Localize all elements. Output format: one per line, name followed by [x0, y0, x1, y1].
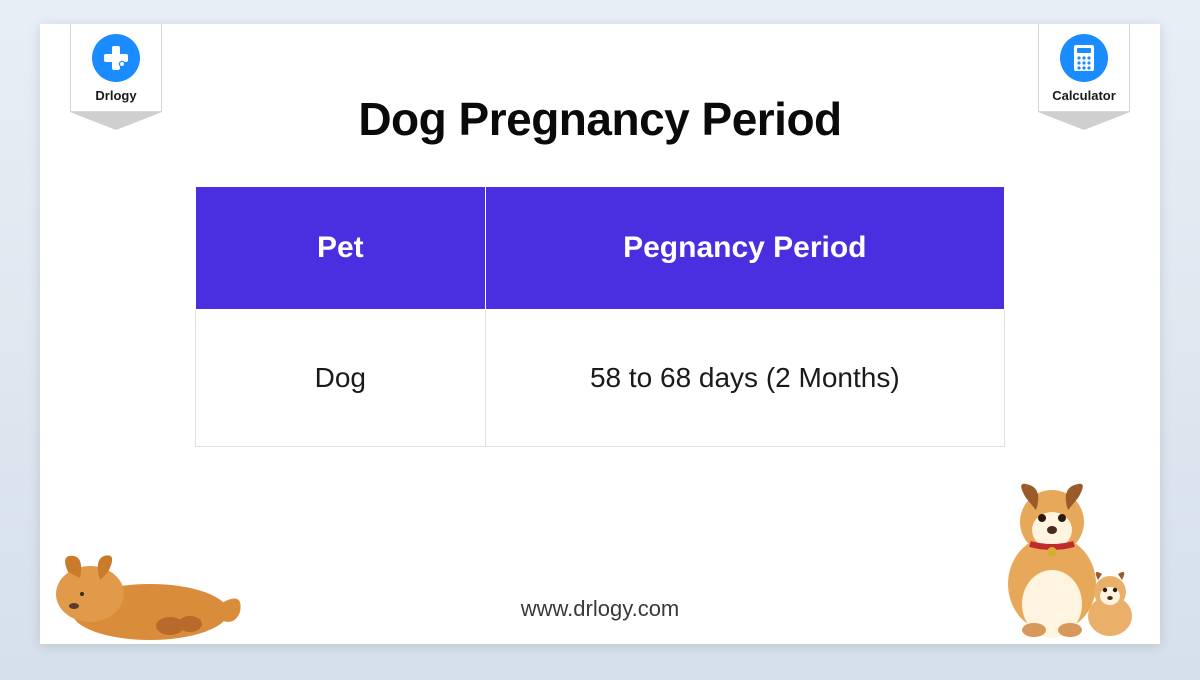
calculator-label: Calculator — [1052, 88, 1116, 103]
cell-pet: Dog — [196, 310, 486, 447]
table-row: Dog 58 to 68 days (2 Months) — [196, 310, 1005, 447]
ribbon-tail — [70, 112, 162, 130]
ribbon-tail — [1038, 112, 1130, 130]
sleeping-dog-illustration — [30, 494, 250, 644]
calculator-ribbon: Calculator — [1038, 24, 1130, 130]
ribbon-body: Drlogy — [70, 24, 162, 112]
info-card: Drlogy Calculator — [40, 24, 1160, 644]
medical-plus-icon — [92, 34, 140, 82]
page-title: Dog Pregnancy Period — [40, 92, 1160, 146]
column-header-pet: Pet — [196, 187, 486, 310]
brand-label: Drlogy — [95, 88, 136, 103]
cell-period: 58 to 68 days (2 Months) — [485, 310, 1004, 447]
column-header-period: Pegnancy Period — [485, 187, 1004, 310]
brand-ribbon: Drlogy — [70, 24, 162, 130]
table-header-row: Pet Pegnancy Period — [196, 187, 1005, 310]
calculator-icon — [1060, 34, 1108, 82]
ribbon-body: Calculator — [1038, 24, 1130, 112]
sitting-dog-illustration — [972, 464, 1152, 644]
pregnancy-period-table: Pet Pegnancy Period Dog 58 to 68 days (2… — [195, 186, 1005, 447]
